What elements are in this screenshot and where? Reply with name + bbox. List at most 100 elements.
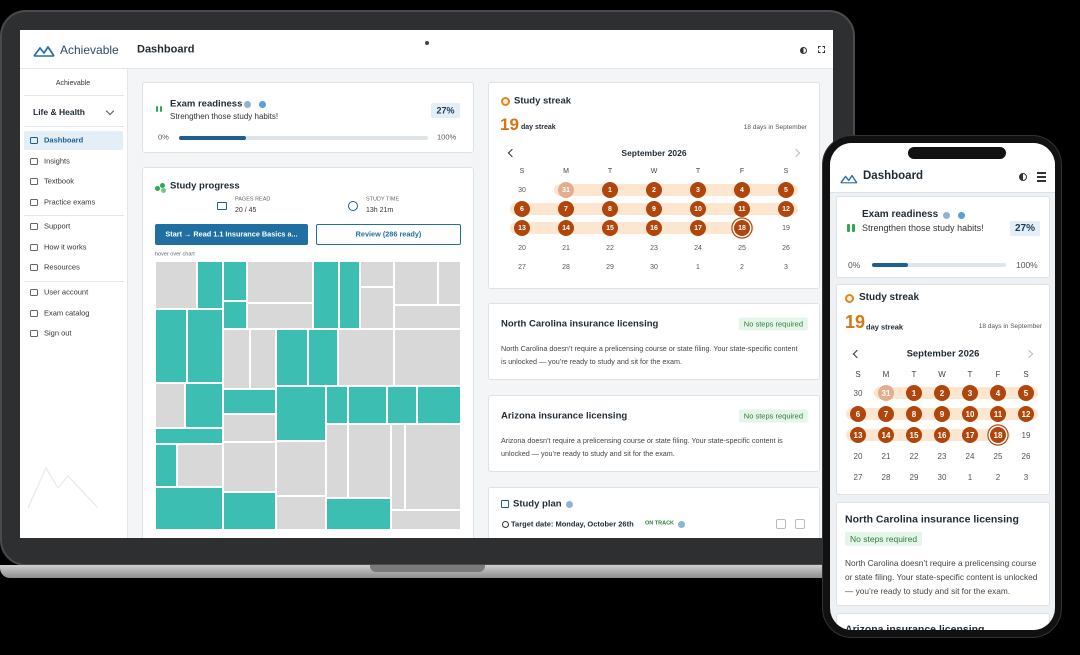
weekday-label: F bbox=[739, 167, 745, 175]
treemap-cell bbox=[223, 329, 250, 389]
laptop-screen: Achievable Dashboard Achievable Life & Heal… bbox=[20, 30, 833, 538]
calendar-day: 2 bbox=[740, 263, 744, 271]
calendar-day: 6 bbox=[850, 406, 866, 422]
nav-icon bbox=[30, 263, 38, 271]
treemap-cell bbox=[417, 386, 461, 424]
weekday-label: T bbox=[607, 167, 613, 175]
calendar-day: 25 bbox=[993, 451, 1003, 461]
logo-icon bbox=[33, 44, 55, 57]
time-label: STUDY TIME bbox=[366, 196, 400, 203]
nav-item[interactable]: Support bbox=[44, 221, 71, 231]
streak-title: Study streak bbox=[514, 95, 572, 107]
fullscreen-icon bbox=[818, 46, 825, 53]
target-icon bbox=[501, 520, 509, 528]
nav-item[interactable]: How it works bbox=[44, 242, 87, 252]
nav-item[interactable]: Textbook bbox=[44, 176, 75, 186]
calendar-day: 14 bbox=[558, 220, 574, 236]
start-button[interactable] bbox=[155, 224, 308, 245]
calendar-day: 30 bbox=[853, 388, 863, 398]
nav-item[interactable]: Exam catalog bbox=[44, 308, 90, 318]
treemap-cell bbox=[223, 414, 276, 442]
treemap-cell bbox=[276, 386, 326, 441]
streak-summary: 18 days in September bbox=[743, 124, 807, 132]
header-border bbox=[20, 68, 833, 69]
scale-min: 0% bbox=[848, 259, 861, 270]
camera bbox=[425, 41, 429, 45]
calendar-day: 18 bbox=[734, 220, 750, 236]
calendar-day: 1 bbox=[967, 472, 973, 482]
readiness-value: 27% bbox=[436, 105, 455, 116]
nav-item[interactable]: Sign out bbox=[44, 328, 72, 338]
calendar-day: 14 bbox=[878, 427, 894, 443]
nav-item[interactable]: Insights bbox=[44, 156, 70, 166]
licensing-status: No steps required bbox=[738, 317, 808, 331]
calendar-day: 7 bbox=[558, 201, 574, 217]
treemap-cell bbox=[391, 424, 405, 510]
calendar-day: 7 bbox=[878, 406, 894, 422]
review-button[interactable] bbox=[316, 224, 461, 245]
weekday-label: F bbox=[995, 370, 1001, 380]
streak-count: 19 bbox=[500, 114, 519, 134]
plan-action bbox=[776, 519, 786, 529]
calendar-day: 4 bbox=[990, 385, 1006, 401]
streak-band bbox=[510, 222, 754, 234]
nav-icon bbox=[30, 157, 38, 165]
sidebar-divider bbox=[24, 215, 124, 216]
calendar-day: 20 bbox=[518, 244, 526, 252]
calendar-day: 24 bbox=[965, 451, 975, 461]
nav-item[interactable]: User account bbox=[44, 287, 89, 297]
nav-icon bbox=[30, 243, 38, 251]
calendar-day: 3 bbox=[690, 182, 706, 198]
logo-peaks bbox=[33, 46, 55, 57]
readiness-icon bbox=[159, 105, 163, 113]
readiness-title: Exam readiness bbox=[862, 209, 939, 220]
nav-item[interactable]: Practice exams bbox=[44, 197, 96, 207]
start-button-label: Start → Read 1.1 Insurance Basics a... bbox=[165, 229, 298, 239]
nav-icon bbox=[30, 288, 38, 296]
logo-peaks bbox=[840, 175, 858, 184]
course-select: Life & Health bbox=[33, 106, 85, 117]
readiness-value-box bbox=[1010, 221, 1040, 236]
plan-action bbox=[795, 519, 805, 529]
treemap-cell bbox=[405, 424, 461, 510]
calendar-day: 5 bbox=[778, 182, 794, 198]
clock-icon bbox=[348, 201, 358, 211]
calendar-day: 26 bbox=[782, 244, 790, 252]
watermark-line bbox=[27, 466, 99, 509]
calendar-day: 28 bbox=[562, 263, 570, 271]
calendar-day: 31 bbox=[878, 385, 894, 401]
calendar-day: 3 bbox=[1023, 472, 1029, 482]
weekday-label: W bbox=[938, 370, 946, 380]
streak-band bbox=[846, 429, 1010, 441]
readiness-value: 27% bbox=[1014, 222, 1036, 234]
licensing-title: North Carolina insurance licensing bbox=[845, 513, 1019, 526]
page-title: Dashboard bbox=[863, 170, 924, 183]
treemap-cell bbox=[187, 309, 223, 383]
calendar-day: 11 bbox=[990, 406, 1006, 422]
pages-value: 20 / 45 bbox=[235, 206, 257, 214]
calendar-day: 11 bbox=[734, 201, 750, 217]
streak-count-label: day streak bbox=[521, 123, 556, 131]
weekday-label: T bbox=[911, 370, 917, 380]
info-icon bbox=[243, 100, 251, 108]
treemap-cell bbox=[394, 261, 438, 305]
nav-icon bbox=[30, 329, 38, 337]
logo-mark bbox=[840, 175, 858, 184]
page-title: Dashboard bbox=[137, 43, 195, 56]
calendar-day: 4 bbox=[734, 182, 750, 198]
treemap-cell bbox=[155, 444, 177, 487]
licensing-status: No steps required bbox=[845, 531, 923, 546]
weekday-label: S bbox=[855, 370, 861, 380]
calendar-day: 17 bbox=[690, 220, 706, 236]
calendar-day: 21 bbox=[562, 244, 570, 252]
treemap-cell bbox=[247, 303, 313, 329]
weekday-label: M bbox=[563, 167, 569, 175]
readiness-icon bbox=[155, 105, 159, 113]
review-button-label: Review (286 ready) bbox=[355, 229, 422, 239]
nav-item[interactable]: Resources bbox=[44, 262, 80, 272]
readiness-track bbox=[179, 136, 428, 140]
laptop-notch bbox=[370, 565, 485, 572]
nav-item[interactable]: Dashboard bbox=[44, 135, 84, 145]
calendar-day: 30 bbox=[650, 263, 658, 271]
treemap-cell bbox=[185, 383, 223, 428]
